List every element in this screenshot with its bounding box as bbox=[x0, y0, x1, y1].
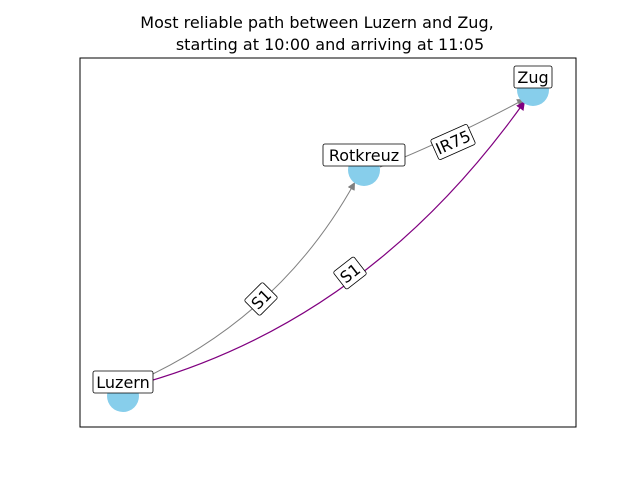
edge-label-luzern-zug: S1 bbox=[333, 256, 367, 290]
figure-title-line-2: starting at 10:00 and arriving at 11:05 bbox=[176, 35, 484, 54]
node-label-text-rotkreuz: Rotkreuz bbox=[329, 146, 399, 165]
node-label-rotkreuz: Rotkreuz bbox=[322, 143, 406, 167]
edge-label-text-luzern-zug: S1 bbox=[336, 260, 364, 287]
axes-frame bbox=[79, 57, 577, 428]
nodes-layer bbox=[107, 74, 549, 412]
node-label-luzern: Luzern bbox=[92, 370, 154, 394]
edge-label-luzern-rotkreuz: S1 bbox=[244, 282, 278, 316]
figure-title-line-1: Most reliable path between Luzern and Zu… bbox=[140, 13, 493, 32]
node-label-text-luzern: Luzern bbox=[96, 373, 149, 392]
edge-label-rotkreuz-zug: IR75 bbox=[430, 124, 476, 160]
edge-luzern-rotkreuz bbox=[137, 181, 356, 382]
node-label-zug: Zug bbox=[513, 65, 553, 89]
node-label-text-zug: Zug bbox=[517, 68, 548, 87]
